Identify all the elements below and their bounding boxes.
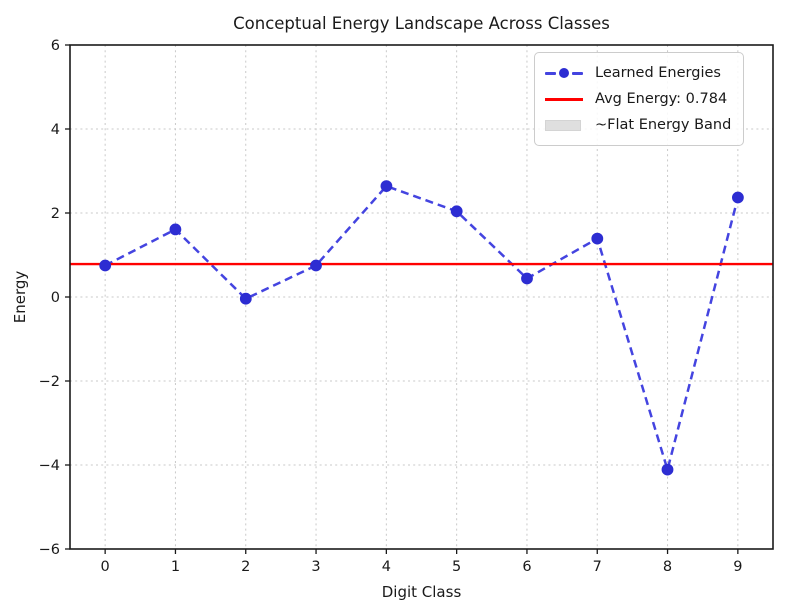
x-tick-label: 0	[101, 559, 110, 575]
y-tick-label: 2	[51, 206, 60, 222]
legend-label-avg-energy: Avg Energy: 0.784	[595, 91, 728, 107]
learned-energies-line	[104, 184, 740, 475]
patch-swatch-icon	[545, 119, 583, 131]
legend-label-flat-energy-band: ~Flat Energy Band	[595, 117, 732, 133]
x-tick-label: 3	[311, 559, 320, 575]
legend-item-avg-energy: Avg Energy: 0.784	[545, 86, 731, 112]
data-point-marker	[239, 292, 252, 305]
legend-item-learned-energies: Learned Energies	[545, 60, 731, 86]
solid-line-swatch-icon	[545, 97, 583, 101]
y-axis-label: Energy	[11, 270, 29, 324]
dashed-line-marker-swatch-icon	[545, 68, 583, 78]
x-tick-label: 9	[733, 559, 742, 575]
marker-dot	[559, 68, 569, 78]
x-tick-label: 5	[452, 559, 461, 575]
x-tick-label: 7	[593, 559, 602, 575]
data-point-marker	[732, 191, 744, 204]
y-tick-label: 6	[51, 38, 60, 54]
data-point-marker	[661, 463, 674, 476]
dash-segment	[572, 71, 583, 75]
data-point-marker	[310, 259, 322, 272]
data-point-marker	[450, 205, 463, 218]
legend-label-learned-energies: Learned Energies	[595, 65, 721, 81]
x-tick-label: 1	[171, 559, 180, 575]
x-tick-label: 2	[241, 559, 250, 575]
red-line-segment	[545, 97, 583, 101]
x-tick-label: 6	[522, 559, 531, 575]
y-tick-label: 0	[51, 290, 60, 306]
gray-patch	[545, 119, 581, 131]
legend-item-flat-energy-band: ~Flat Energy Band	[545, 112, 731, 138]
x-axis-label: Digit Class	[381, 583, 462, 601]
y-tick-label: −2	[39, 374, 60, 390]
dash-segment	[545, 71, 556, 75]
legend: Learned Energies Avg Energy: 0.784 ~Flat…	[534, 52, 745, 146]
data-point-marker	[591, 232, 604, 245]
x-tick-label: 8	[663, 559, 672, 575]
chart-title: Conceptual Energy Landscape Across Class…	[233, 14, 610, 33]
data-point-marker	[380, 180, 393, 193]
y-tick-label: −4	[39, 458, 60, 474]
x-tick-label: 4	[382, 559, 391, 575]
y-tick-label: −6	[39, 542, 60, 558]
y-tick-label: 4	[51, 122, 60, 138]
data-point-marker	[169, 223, 182, 236]
data-point-marker	[521, 272, 533, 285]
data-point-marker	[99, 259, 112, 272]
